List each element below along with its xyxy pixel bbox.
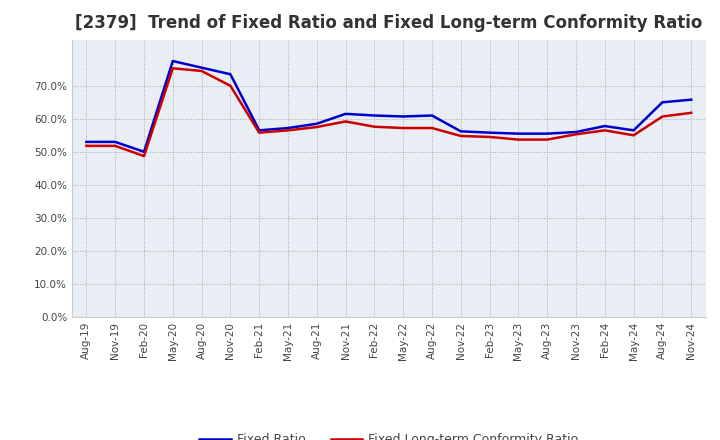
Fixed Long-term Conformity Ratio xyxy=(514,137,523,142)
Fixed Long-term Conformity Ratio xyxy=(629,132,638,138)
Fixed Long-term Conformity Ratio xyxy=(168,66,177,71)
Fixed Ratio xyxy=(485,130,494,135)
Fixed Long-term Conformity Ratio xyxy=(111,143,120,148)
Fixed Ratio xyxy=(255,128,264,133)
Fixed Long-term Conformity Ratio xyxy=(485,134,494,139)
Legend: Fixed Ratio, Fixed Long-term Conformity Ratio: Fixed Ratio, Fixed Long-term Conformity … xyxy=(194,429,583,440)
Fixed Ratio xyxy=(629,128,638,133)
Fixed Long-term Conformity Ratio xyxy=(255,130,264,135)
Fixed Ratio xyxy=(543,131,552,136)
Fixed Ratio xyxy=(168,59,177,64)
Fixed Ratio xyxy=(111,139,120,144)
Fixed Long-term Conformity Ratio xyxy=(312,125,321,130)
Fixed Long-term Conformity Ratio xyxy=(543,137,552,142)
Fixed Long-term Conformity Ratio xyxy=(399,125,408,131)
Fixed Ratio xyxy=(312,121,321,126)
Fixed Long-term Conformity Ratio xyxy=(600,128,609,133)
Fixed Ratio xyxy=(600,123,609,128)
Fixed Ratio xyxy=(284,125,292,131)
Fixed Ratio xyxy=(399,114,408,119)
Fixed Long-term Conformity Ratio xyxy=(428,125,436,131)
Fixed Long-term Conformity Ratio xyxy=(226,83,235,88)
Fixed Ratio xyxy=(687,97,696,102)
Fixed Long-term Conformity Ratio xyxy=(658,114,667,119)
Fixed Long-term Conformity Ratio xyxy=(687,110,696,115)
Fixed Long-term Conformity Ratio xyxy=(82,143,91,148)
Title: [2379]  Trend of Fixed Ratio and Fixed Long-term Conformity Ratio: [2379] Trend of Fixed Ratio and Fixed Lo… xyxy=(75,15,703,33)
Fixed Ratio xyxy=(197,65,206,70)
Fixed Ratio xyxy=(428,113,436,118)
Fixed Ratio xyxy=(658,99,667,105)
Fixed Ratio xyxy=(140,149,148,154)
Fixed Ratio xyxy=(514,131,523,136)
Fixed Long-term Conformity Ratio xyxy=(284,128,292,133)
Line: Fixed Long-term Conformity Ratio: Fixed Long-term Conformity Ratio xyxy=(86,68,691,156)
Line: Fixed Ratio: Fixed Ratio xyxy=(86,61,691,152)
Fixed Long-term Conformity Ratio xyxy=(456,133,465,139)
Fixed Long-term Conformity Ratio xyxy=(197,68,206,73)
Fixed Long-term Conformity Ratio xyxy=(140,154,148,159)
Fixed Ratio xyxy=(226,72,235,77)
Fixed Ratio xyxy=(456,128,465,134)
Fixed Ratio xyxy=(572,129,580,135)
Fixed Long-term Conformity Ratio xyxy=(341,119,350,124)
Fixed Long-term Conformity Ratio xyxy=(572,132,580,137)
Fixed Ratio xyxy=(82,139,91,144)
Fixed Ratio xyxy=(341,111,350,117)
Fixed Ratio xyxy=(370,113,379,118)
Fixed Long-term Conformity Ratio xyxy=(370,124,379,129)
